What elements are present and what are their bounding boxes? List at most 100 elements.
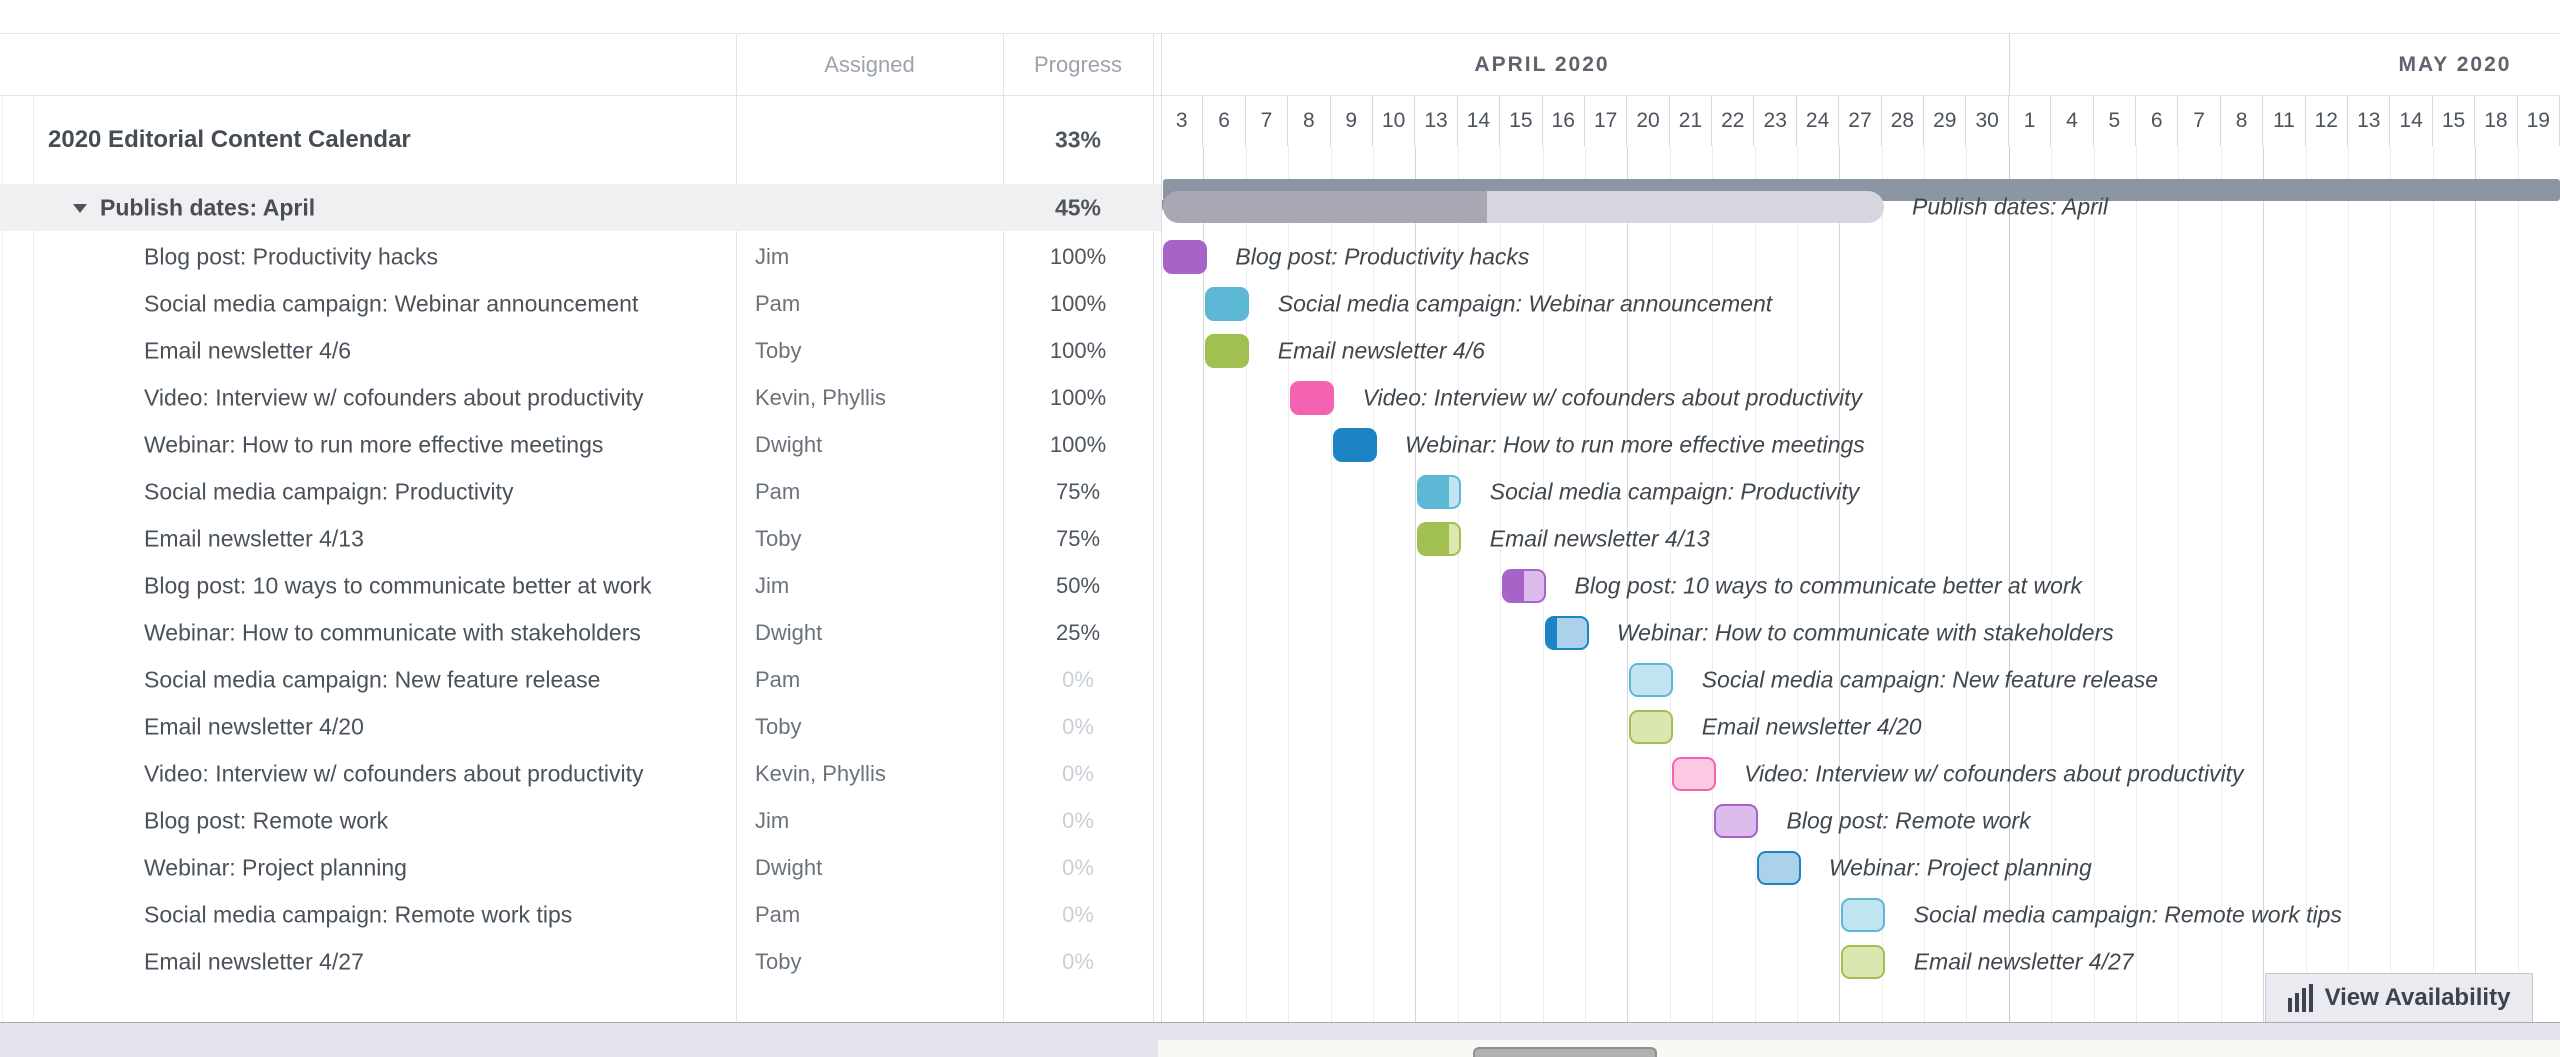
task-row[interactable]: Email newsletter 4/13 Toby 75% bbox=[0, 515, 1161, 562]
task-bar[interactable] bbox=[1332, 427, 1377, 462]
day-cell: 10 bbox=[1373, 95, 1416, 146]
task-name: Webinar: Project planning bbox=[144, 854, 407, 880]
task-bar[interactable] bbox=[1544, 615, 1589, 650]
project-row[interactable]: 2020 Editorial Content Calendar 33% bbox=[0, 95, 1161, 184]
task-assigned: Pam bbox=[755, 290, 801, 316]
task-row[interactable]: Webinar: How to run more effective meeti… bbox=[0, 421, 1161, 468]
day-cell: 28 bbox=[1882, 95, 1925, 146]
task-row[interactable]: Video: Interview w/ cofounders about pro… bbox=[0, 750, 1161, 797]
task-name: Social media campaign: New feature relea… bbox=[144, 666, 601, 692]
day-cell: 5 bbox=[2094, 95, 2137, 146]
task-progress: 50% bbox=[1055, 572, 1101, 598]
day-cell: 19 bbox=[2518, 95, 2560, 146]
task-row[interactable]: Social media campaign: Remote work tips P… bbox=[0, 891, 1161, 938]
task-bar-label: Social media campaign: Productivity bbox=[1489, 478, 1860, 504]
task-progress: 25% bbox=[1055, 619, 1101, 645]
task-bar[interactable] bbox=[1756, 850, 1801, 885]
task-bar-label: Email newsletter 4/20 bbox=[1701, 713, 1922, 739]
view-availability-button[interactable]: View Availability bbox=[2265, 973, 2533, 1023]
task-row[interactable]: Email newsletter 4/27 Toby 0% bbox=[0, 938, 1161, 985]
task-assigned: Toby bbox=[755, 713, 802, 739]
task-bar-progress-fill bbox=[1546, 617, 1557, 648]
task-bar[interactable] bbox=[1841, 944, 1886, 979]
task-bar-label: Webinar: How to communicate with stakeho… bbox=[1616, 619, 2114, 645]
day-cell: 7 bbox=[1246, 95, 1289, 146]
top-border bbox=[0, 33, 2560, 34]
task-bar[interactable] bbox=[1671, 756, 1716, 791]
task-row[interactable]: Social media campaign: Webinar announcem… bbox=[0, 280, 1161, 327]
day-cell: 17 bbox=[1585, 95, 1628, 146]
task-bar[interactable] bbox=[1417, 474, 1462, 509]
task-bar[interactable] bbox=[1290, 380, 1335, 415]
task-row[interactable]: Blog post: Productivity hacks Jim 100% bbox=[0, 233, 1161, 280]
progress-column-header: Progress bbox=[1033, 51, 1123, 77]
week-gridline bbox=[1203, 146, 1205, 1022]
task-row[interactable]: Social media campaign: New feature relea… bbox=[0, 656, 1161, 703]
task-bar-label: Blog post: Remote work bbox=[1786, 807, 2031, 833]
task-progress: 0% bbox=[1062, 713, 1094, 739]
day-cell: 7 bbox=[2178, 95, 2221, 146]
progress-column-divider bbox=[1153, 34, 1154, 1022]
task-name: Email newsletter 4/27 bbox=[144, 948, 364, 974]
task-bar[interactable] bbox=[1205, 286, 1250, 321]
task-bar-progress-fill bbox=[1419, 523, 1450, 554]
day-cell: 3 bbox=[1161, 95, 1204, 146]
task-bar[interactable] bbox=[1629, 709, 1674, 744]
task-row[interactable]: Blog post: Remote work Jim 0% bbox=[0, 797, 1161, 844]
task-bar-label: Social media campaign: New feature relea… bbox=[1701, 666, 2159, 692]
task-bar[interactable] bbox=[1629, 662, 1674, 697]
day-cell: 13 bbox=[1415, 95, 1458, 146]
task-bar[interactable] bbox=[1841, 897, 1886, 932]
task-bar[interactable] bbox=[1163, 239, 1207, 274]
task-row[interactable]: Social media campaign: Productivity Pam 75… bbox=[0, 468, 1161, 515]
task-bar-label: Blog post: 10 ways to communicate better… bbox=[1574, 572, 2083, 598]
task-bar[interactable] bbox=[1714, 803, 1759, 838]
horizontal-scrollbar-thumb[interactable] bbox=[1473, 1047, 1657, 1057]
day-gridline bbox=[2432, 146, 2434, 1022]
month-header-may: MAY 2020 bbox=[2398, 52, 2512, 76]
task-name: Webinar: How to communicate with stakeho… bbox=[144, 619, 641, 645]
task-row[interactable]: Blog post: 10 ways to communicate better… bbox=[0, 562, 1161, 609]
day-cell: 9 bbox=[1331, 95, 1373, 146]
task-progress: 0% bbox=[1062, 854, 1094, 880]
day-gridline bbox=[1669, 146, 1671, 1022]
task-name: Blog post: Productivity hacks bbox=[144, 243, 439, 269]
task-row[interactable]: Webinar: How to communicate with stakeho… bbox=[0, 609, 1161, 656]
task-bar[interactable] bbox=[1502, 568, 1547, 603]
group-row[interactable]: Publish dates: April 45% bbox=[0, 184, 1161, 231]
task-assigned: Kevin, Phyllis bbox=[755, 760, 886, 786]
task-row[interactable]: Webinar: Project planning Dwight 0% bbox=[0, 844, 1161, 891]
task-assigned: Dwight bbox=[755, 431, 823, 457]
day-gridline bbox=[1330, 146, 1332, 1022]
collapse-caret-icon[interactable] bbox=[73, 203, 87, 213]
left-edge-line bbox=[2, 95, 3, 1022]
day-cell: 13 bbox=[2348, 95, 2391, 146]
horizontal-scrollbar-track[interactable] bbox=[1158, 1040, 2560, 1057]
day-cell: 6 bbox=[2136, 95, 2179, 146]
day-gridline bbox=[2136, 146, 2138, 1022]
task-bar[interactable] bbox=[1417, 521, 1462, 556]
day-gridline bbox=[1924, 146, 1926, 1022]
group-bar[interactable] bbox=[1163, 191, 1884, 223]
task-name: Email newsletter 4/20 bbox=[144, 713, 364, 739]
day-cell: 18 bbox=[2475, 95, 2518, 146]
task-name: Webinar: How to run more effective meeti… bbox=[144, 431, 604, 457]
day-gridline bbox=[1712, 146, 1714, 1022]
day-gridline bbox=[1245, 146, 1247, 1022]
day-gridline bbox=[2517, 146, 2519, 1022]
task-row[interactable]: Video: Interview w/ cofounders about pro… bbox=[0, 374, 1161, 421]
task-progress: 0% bbox=[1062, 901, 1094, 927]
day-cell: 8 bbox=[2221, 95, 2264, 146]
task-row[interactable]: Email newsletter 4/6 Toby 100% bbox=[0, 327, 1161, 374]
day-cell: 27 bbox=[1839, 95, 1882, 146]
task-name: Social media campaign: Productivity bbox=[144, 478, 514, 504]
day-gridline bbox=[2305, 146, 2307, 1022]
task-bar[interactable] bbox=[1205, 333, 1250, 368]
view-availability-label: View Availability bbox=[2324, 984, 2511, 1011]
task-progress: 75% bbox=[1055, 525, 1101, 551]
day-cell: 16 bbox=[1543, 95, 1585, 146]
task-name: Video: Interview w/ cofounders about pro… bbox=[144, 384, 644, 410]
task-row[interactable]: Email newsletter 4/20 Toby 0% bbox=[0, 703, 1161, 750]
chart-bottom-border bbox=[0, 1022, 2560, 1023]
day-gridline bbox=[1584, 146, 1586, 1022]
